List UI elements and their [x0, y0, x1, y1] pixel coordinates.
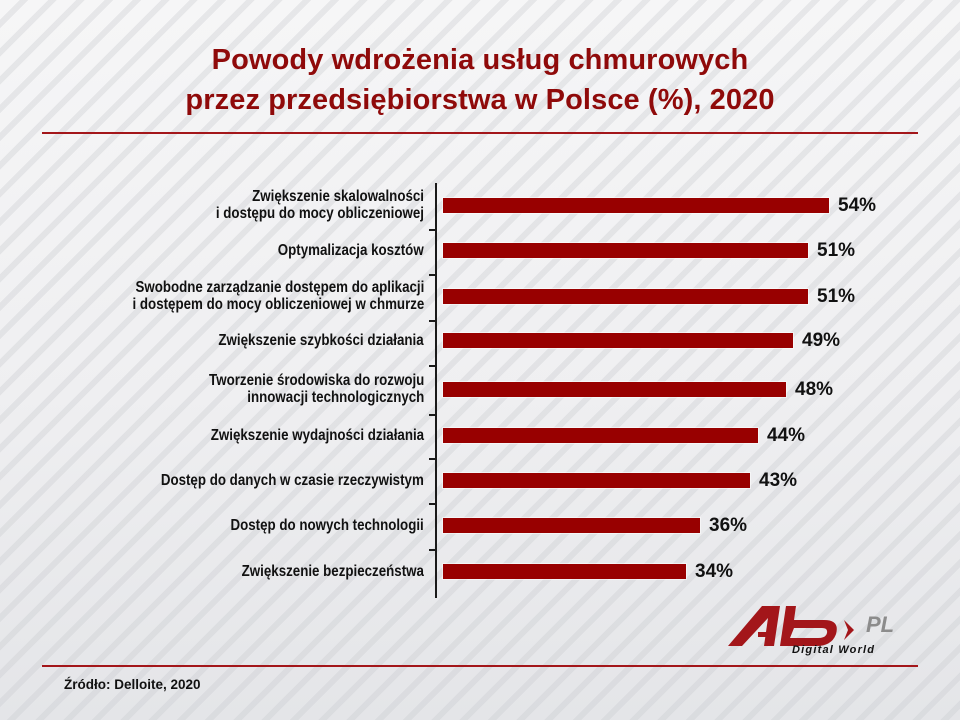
category-label-line: Swobodne zarządzanie dostępem do aplikac… [135, 279, 424, 296]
value-label: 54% [838, 195, 877, 216]
value-label: 49% [802, 330, 841, 351]
category-label-line: i dostępem do mocy obliczeniowej w chmur… [132, 296, 424, 313]
category-label-line: Dostęp do nowych technologii [230, 516, 424, 534]
category-label-line: Optymalizacja kosztów [278, 241, 424, 259]
axis-tick [429, 320, 437, 322]
category-label: Zwiększenie wydajności działania [211, 427, 424, 444]
category-label-line: i dostępu do mocy obliczeniowej [215, 205, 424, 222]
category-label: Tworzenie środowiska do rozwoju innowacji… [209, 372, 424, 406]
footer-divider [42, 665, 918, 667]
bar [443, 564, 686, 579]
category-label: Swobodne zarządzanie dostępem do aplikac… [132, 279, 424, 313]
category-label: Dostęp do nowych technologii [231, 517, 424, 534]
bar [443, 243, 808, 258]
category-label-line: Zwiększenie skalowalności [252, 188, 424, 205]
ab-pl-logo: PL Digital World [728, 606, 908, 660]
category-label: Optymalizacja kosztów [278, 242, 424, 259]
category-label-line: innowacji technologicznych [246, 389, 424, 406]
axis-tick [429, 414, 437, 416]
value-label: 51% [817, 286, 856, 307]
bar [443, 333, 793, 348]
chart-title-line-1: Powody wdrożenia usług chmurowych [211, 44, 749, 76]
bar [443, 518, 700, 533]
category-label-line: Tworzenie środowiska do rozwoju [208, 372, 424, 389]
axis-tick [429, 458, 437, 460]
category-label-line: Zwiększenie szybkości działania [218, 331, 424, 349]
value-label: 34% [695, 561, 734, 582]
y-axis-line [435, 183, 437, 598]
category-label: Dostęp do danych w czasie rzeczywistym [161, 472, 424, 489]
logo-suffix: PL [866, 612, 895, 637]
category-label-line: Zwiększenie wydajności działania [210, 426, 424, 444]
bar [443, 289, 808, 304]
category-label-line: Dostęp do danych w czasie rzeczywistym [161, 471, 424, 489]
bar [443, 473, 750, 488]
bar [443, 198, 829, 213]
bar [443, 428, 758, 443]
chart-title-line-2: przez przedsiębiorstwa w Polsce (%), 202… [185, 84, 775, 116]
axis-tick [429, 229, 437, 231]
title-divider [42, 132, 918, 134]
value-label: 43% [759, 470, 798, 491]
axis-tick [429, 274, 437, 276]
source-note: Źródło: Delloite, 2020 [64, 677, 201, 692]
value-label: 48% [795, 379, 834, 400]
axis-tick [429, 503, 437, 505]
axis-tick [429, 365, 437, 367]
category-label: Zwiększenie bezpieczeństwa [242, 563, 424, 580]
category-label-line: Zwiększenie bezpieczeństwa [241, 562, 424, 580]
value-label: 36% [709, 515, 748, 536]
category-label: Zwiększenie skalowalności i dostępu do mo… [216, 188, 424, 222]
axis-tick [429, 549, 437, 551]
value-label: 51% [817, 240, 856, 261]
ab-logo-mark-icon [728, 606, 854, 646]
bar [443, 382, 786, 397]
logo-tagline: Digital World [792, 644, 876, 656]
category-label: Zwiększenie szybkości działania [219, 332, 424, 349]
chart-title: Powody wdrożenia usług chmurowych przez … [0, 40, 960, 120]
value-label: 44% [767, 425, 806, 446]
